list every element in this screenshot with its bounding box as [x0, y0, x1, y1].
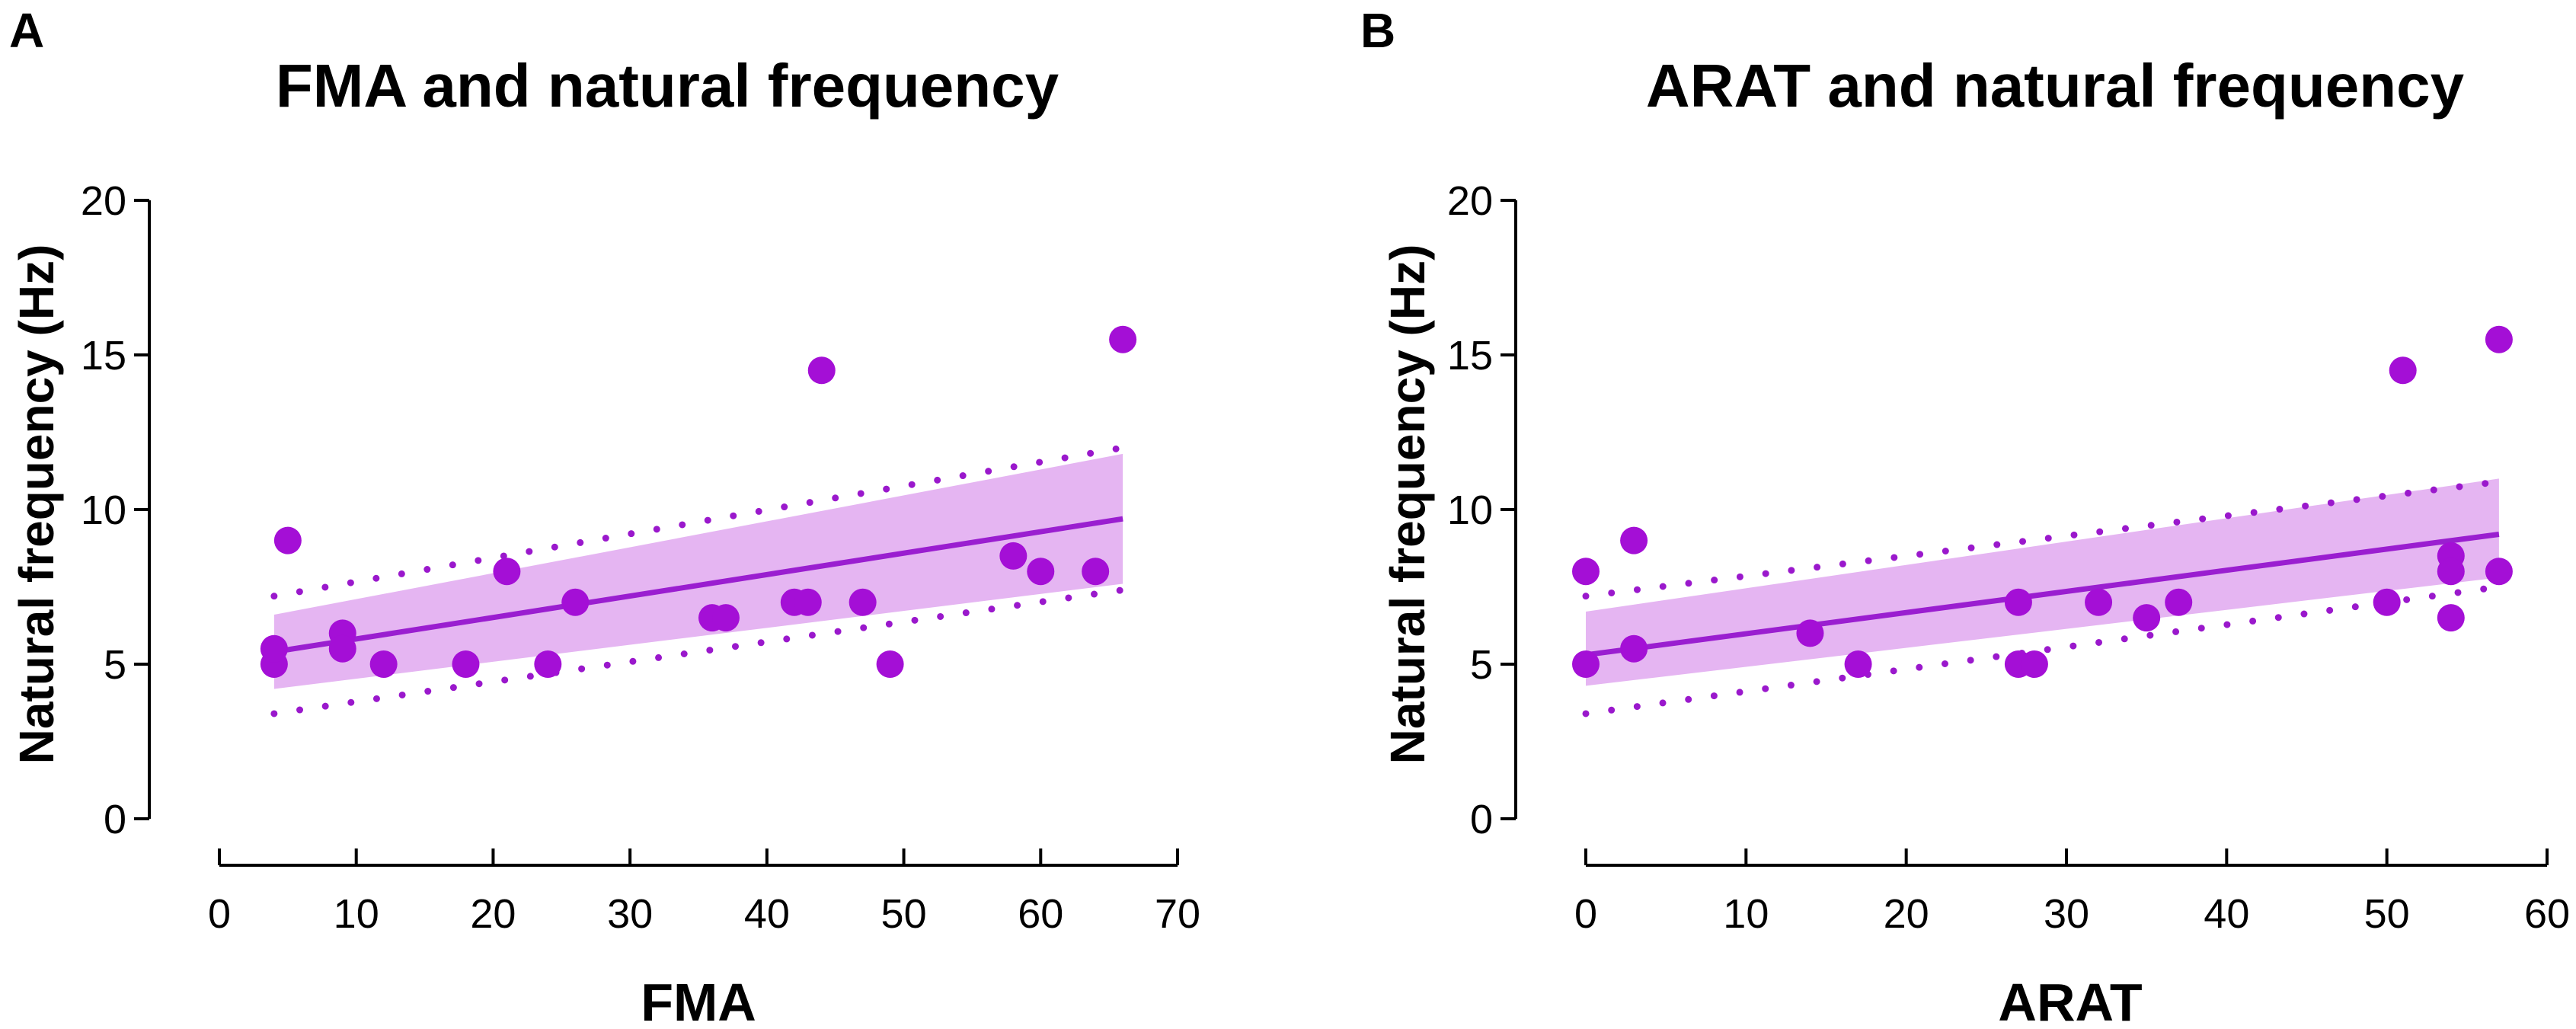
panel-b-data-point — [2485, 325, 2513, 353]
panel-a-data-point — [849, 588, 877, 616]
panel-b-data-point — [2437, 558, 2465, 586]
panel-b-ylabel: Natural frequency (Hz) — [1380, 244, 1435, 765]
panel-b-label: B — [1360, 3, 1395, 58]
panel-b-data-point — [2373, 588, 2401, 616]
panel-a-ylabel: Natural frequency (Hz) — [9, 244, 64, 765]
panel-a-data-point — [999, 542, 1028, 570]
panel-b-data-point — [2389, 356, 2417, 385]
panel-b-y-tick-label: 15 — [1447, 333, 1493, 379]
panel-b-y-tick-label: 20 — [1447, 178, 1493, 224]
panel-a-data-point — [794, 588, 822, 616]
panel-b-data-point — [2165, 588, 2193, 616]
panel-b-x-tick-label: 30 — [2044, 891, 2089, 937]
panel-a-x-tick-label: 70 — [1155, 891, 1200, 937]
panel-a-x-tick-label: 30 — [607, 891, 653, 937]
panel-b-data-point — [1572, 650, 1600, 678]
panel-a-data-point — [876, 650, 904, 678]
panel-a-data-point — [369, 650, 398, 678]
panel-a: A FMA and natural frequency Natural freq… — [9, 3, 1200, 1029]
panel-a-data-point — [807, 356, 836, 385]
panel-a-xlabel: FMA — [641, 973, 756, 1029]
panel-b-prediction-band-upper — [1582, 478, 2503, 600]
panel-b-data-point — [1620, 526, 1648, 554]
panel-a-y-tick-label: 15 — [81, 333, 126, 379]
panel-b-fit-line — [1585, 532, 2500, 658]
panel-b-data-point — [2085, 588, 2113, 616]
panel-b-title: ARAT and natural frequency — [1646, 52, 2465, 120]
panel-a-y-tick-label: 20 — [81, 178, 126, 224]
panel-a-data-point — [328, 634, 356, 663]
panel-a-x-tick-label: 10 — [334, 891, 379, 937]
panel-a-x-tick-label: 40 — [744, 891, 790, 937]
panel-b-data-point — [1620, 634, 1648, 663]
panel-b-data-point — [1796, 619, 1824, 647]
panel-b-data-point — [2004, 588, 2032, 616]
panel-b-x-tick-label: 10 — [1723, 891, 1769, 937]
panel-b-plot: 0 5 10 15 20 0 10 20 30 40 50 60 — [1447, 178, 2570, 937]
panel-a-data-point — [452, 650, 480, 678]
panel-b-x-tick-label: 0 — [1574, 891, 1597, 937]
panel-a-data-point — [493, 558, 521, 586]
panel-b-data-point — [2020, 650, 2048, 678]
panel-a-data-point — [260, 634, 288, 663]
panel-a-y-tick-label: 10 — [81, 487, 126, 533]
panel-b-data-point — [2485, 558, 2513, 586]
panel-b-data-point — [1844, 650, 1872, 678]
panel-a-x-tick-label: 50 — [881, 891, 927, 937]
panel-b-x-tick-label: 40 — [2204, 891, 2249, 937]
panel-b-data-point — [2437, 604, 2465, 632]
panel-a-data-point — [561, 588, 590, 616]
panel-a-data-point — [273, 526, 302, 554]
panel-a-plot: 0 5 10 15 20 0 10 20 30 40 50 60 70 — [81, 178, 1200, 937]
panel-a-data-point — [534, 650, 562, 678]
panel-a-label: A — [9, 3, 44, 58]
panel-b: B ARAT and natural frequency Natural fre… — [1360, 3, 2570, 1029]
panel-b-x-tick-label: 60 — [2524, 891, 2570, 937]
panel-a-x-tick-label: 60 — [1018, 891, 1063, 937]
panel-b-data-point — [2133, 604, 2161, 632]
panel-a-y-tick-label: 5 — [104, 642, 126, 688]
panel-b-x-tick-label: 20 — [1884, 891, 1929, 937]
panel-a-title: FMA and natural frequency — [276, 52, 1059, 120]
panel-b-y-tick-label: 0 — [1470, 797, 1493, 842]
panel-a-data-point — [1027, 558, 1055, 586]
panel-a-data-point — [1082, 558, 1110, 586]
panel-a-fit-line — [273, 516, 1123, 655]
panel-a-x-tick-label: 20 — [470, 891, 516, 937]
panel-a-confidence-band — [273, 453, 1123, 689]
panel-b-prediction-band-lower — [1582, 583, 2503, 717]
panel-b-y-tick-label: 5 — [1470, 642, 1493, 688]
panel-b-xlabel: ARAT — [1998, 973, 2142, 1029]
panel-a-x-tick-label: 0 — [208, 891, 231, 937]
panel-b-x-tick-label: 50 — [2364, 891, 2410, 937]
panel-b-data-point — [1572, 558, 1600, 586]
panel-b-y-tick-label: 10 — [1447, 487, 1493, 533]
panel-a-data-point — [1109, 325, 1137, 353]
panel-a-data-point — [711, 604, 740, 632]
panel-a-y-tick-label: 0 — [104, 797, 126, 842]
